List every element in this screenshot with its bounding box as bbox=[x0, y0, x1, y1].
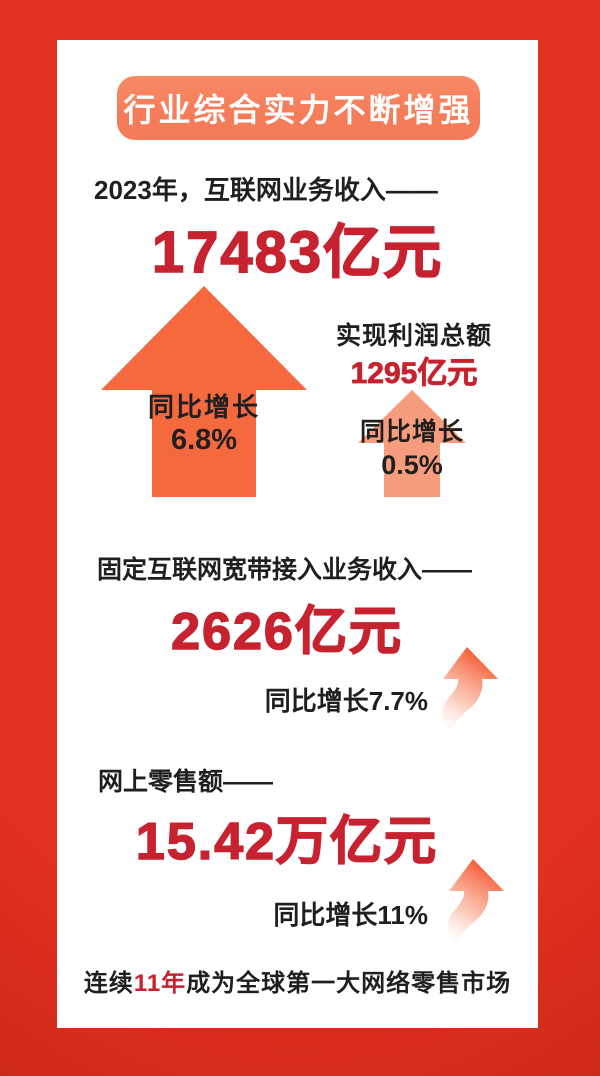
footer-note: 连续11年成为全球第一大网络零售市场 bbox=[57, 963, 538, 998]
footer-highlight: 11年 bbox=[133, 970, 187, 997]
small-up-arrow-icon bbox=[358, 390, 466, 497]
internet-growth-value: 6.8% bbox=[170, 424, 238, 456]
retail-growth: 同比增长11% bbox=[273, 900, 428, 930]
broadband-growth: 同比增长7.7% bbox=[264, 686, 428, 716]
page-title: 行业综合实力不断增强 bbox=[123, 92, 474, 128]
retail-lead: 网上零售额—— bbox=[98, 768, 274, 796]
footer-prefix: 连续 bbox=[83, 970, 134, 997]
content-card: 行业综合实力不断增强 2023年，互联网业务收入—— 17483亿元 同比增长 … bbox=[57, 40, 538, 1028]
profit-growth-label: 同比增长 bbox=[359, 418, 464, 446]
profit-value: 1295亿元 bbox=[350, 357, 478, 391]
internet-revenue-lead: 2023年，互联网业务收入—— bbox=[94, 175, 438, 205]
broadband-value: 2626亿元 bbox=[170, 603, 403, 661]
broadband-lead: 固定互联网宽带接入业务收入—— bbox=[97, 556, 473, 584]
profit-label: 实现利润总额 bbox=[335, 322, 492, 350]
retail-value: 15.42万亿元 bbox=[135, 813, 439, 871]
big-up-arrow-icon bbox=[101, 286, 307, 497]
title-banner: 行业综合实力不断增强 bbox=[117, 76, 480, 140]
footer-suffix: 成为全球第一大网络零售市场 bbox=[186, 970, 512, 997]
swoosh-up-arrow-icon bbox=[442, 647, 498, 733]
internet-growth-label: 同比增长 bbox=[147, 392, 260, 422]
profit-growth-value: 0.5% bbox=[381, 450, 443, 480]
internet-revenue-value: 17483亿元 bbox=[151, 220, 444, 285]
swoosh-up-arrow-icon bbox=[448, 859, 504, 945]
